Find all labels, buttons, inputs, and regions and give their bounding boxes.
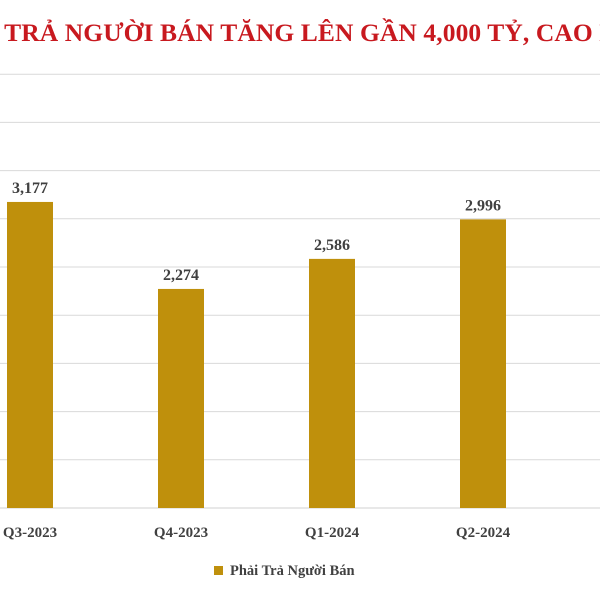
gridlines [0,73,600,509]
bar-q3-2023 [7,201,53,508]
data-labels: 3,177 2,274 2,586 2,996 [12,180,501,284]
bar-q2-2024 [460,219,506,509]
data-label-q3-2023: 3,177 [12,180,48,197]
bar-q1-2024 [309,258,355,508]
chart-title: PHẢI TRẢ NGƯỜI BÁN TĂNG LÊN GẦN 4,000 TỶ… [0,18,600,47]
bars [7,201,506,509]
legend-label: Phải Trả Người Bán [230,563,355,579]
x-tick-label: Q1-2024 [305,525,360,541]
x-tick-label: Q2-2024 [456,525,511,541]
x-tick-label: Q3-2023 [3,525,57,541]
legend: Phải Trả Người Bán [214,563,355,579]
data-label-q2-2024: 2,996 [465,197,501,214]
data-label-q1-2024: 2,586 [314,237,350,254]
legend-swatch [214,566,223,575]
x-tick-label: Q4-2023 [154,525,208,541]
bar-q4-2023 [158,288,204,508]
data-label-q4-2023: 2,274 [163,267,199,284]
